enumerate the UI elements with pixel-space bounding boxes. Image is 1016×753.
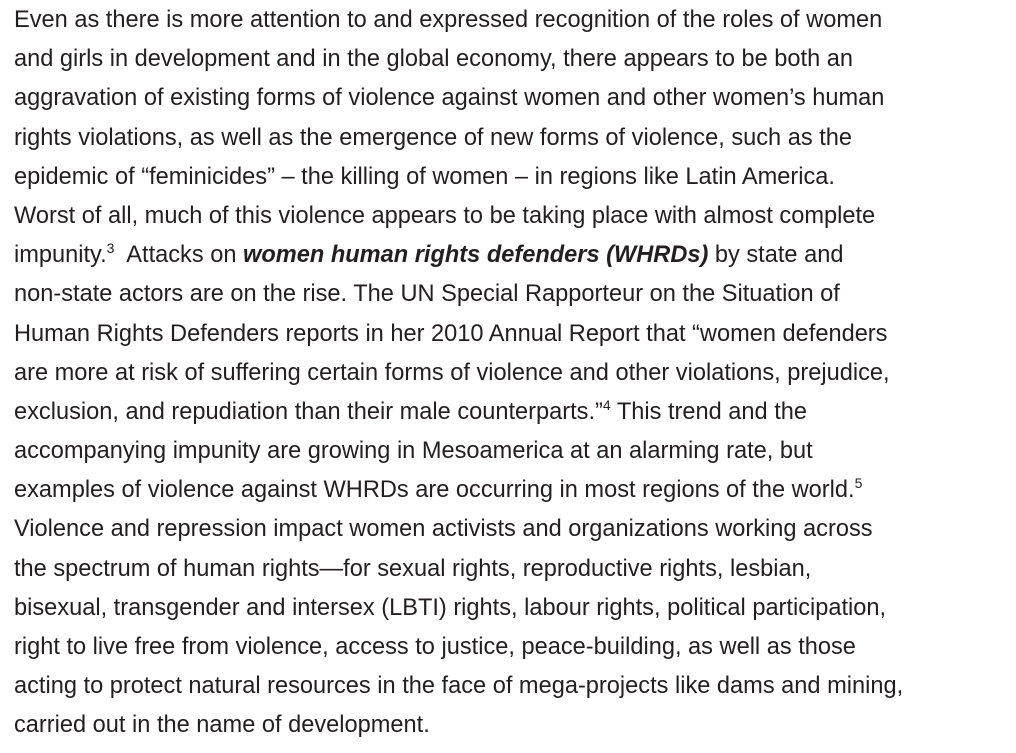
text-run: and girls in development and in the glob… [14,46,854,73]
text-run: aggravation of existing forms of violenc… [14,85,885,112]
text-line: Human Rights Defenders reports in her 20… [14,315,1014,354]
text-line: Even as there is more attention to and e… [14,1,1014,40]
text-line: aggravation of existing forms of violenc… [14,79,1014,118]
text-run: are more at risk of suffering certain fo… [14,359,890,386]
text-line: carried out in the name of development. [14,706,1014,745]
text-line: examples of violence against WHRDs are o… [14,471,1014,510]
footnote-ref: 5 [854,475,863,492]
text-line: and girls in development and in the glob… [14,40,1014,79]
text-line: Violence and repression impact women act… [14,510,1014,549]
text-run: Even as there is more attention to and e… [14,7,883,33]
text-line: impunity.3 Attacks on women human rights… [14,236,1014,275]
text-run: bisexual, transgender and intersex (LBTI… [14,594,887,621]
text-run: women human rights defenders (WHRDs) [243,242,709,269]
text-run: the spectrum of human rights—for sexual … [14,555,812,582]
text-run: acting to protect natural resources in t… [14,673,904,700]
text-run: Violence and repression impact women act… [14,516,873,543]
footnote-ref: 4 [602,396,611,413]
text-run: carried out in the name of development. [14,712,430,739]
text-line: right to live free from violence, access… [14,628,1014,667]
text-run: right to live free from violence, access… [14,634,856,660]
text-line: are more at risk of suffering certain fo… [14,354,1014,393]
text-run: Attacks on [114,242,243,269]
text-line: Worst of all, much of this violence appe… [14,197,1014,236]
text-line: epidemic of “feminicides” – the killing … [14,158,1014,197]
text-run: examples of violence against WHRDs are o… [14,477,855,504]
text-run: by state and [708,242,844,269]
text-run: Human Rights Defenders reports in her 20… [14,320,888,347]
text-line: exclusion, and repudiation than their ma… [14,393,1014,432]
paragraph: Even as there is more attention to and e… [14,1,1014,746]
text-line: non-state actors are on the rise. The UN… [14,275,1014,314]
text-run: exclusion, and repudiation than their ma… [14,398,603,425]
text-line: rights violations, as well as the emerge… [14,119,1014,158]
text-line: the spectrum of human rights—for sexual … [14,550,1014,589]
text-run: epidemic of “feminicides” – the killing … [14,163,835,190]
text-line: accompanying impunity are growing in Mes… [14,432,1014,471]
text-line: acting to protect natural resources in t… [14,667,1014,706]
text-run: accompanying impunity are growing in Mes… [14,438,813,465]
footnote-ref: 3 [106,240,115,257]
text-line: bisexual, transgender and intersex (LBTI… [14,589,1014,628]
text-run: This trend and the [610,398,807,425]
text-run: Worst of all, much of this violence appe… [14,202,876,229]
text-run: impunity. [14,242,107,269]
text-run: non-state actors are on the rise. The UN… [14,281,840,308]
text-run: rights violations, as well as the emerge… [14,124,852,151]
